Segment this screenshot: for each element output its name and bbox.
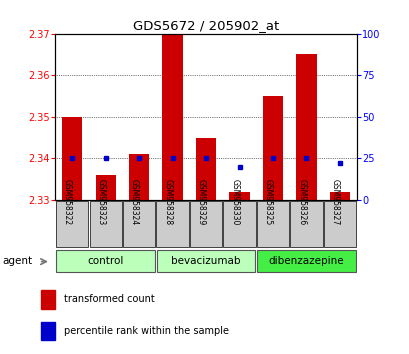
Title: GDS5672 / 205902_at: GDS5672 / 205902_at	[133, 19, 279, 33]
Bar	[290, 201, 322, 247]
Bar	[156, 201, 188, 247]
Bar	[89, 201, 121, 247]
Text: dibenzazepine: dibenzazepine	[268, 256, 344, 266]
Text: GSM958323: GSM958323	[97, 179, 106, 225]
Bar	[162, 34, 182, 200]
Bar	[256, 201, 288, 247]
Bar	[256, 250, 355, 272]
Text: GSM958324: GSM958324	[130, 179, 139, 225]
Text: GSM958330: GSM958330	[230, 179, 239, 225]
Text: control: control	[87, 256, 124, 266]
Text: transformed count: transformed count	[63, 294, 154, 304]
Bar	[56, 250, 155, 272]
Bar	[156, 250, 255, 272]
Bar	[41, 321, 55, 341]
Bar	[262, 96, 282, 200]
Bar	[56, 201, 88, 247]
Bar	[123, 201, 155, 247]
Bar	[189, 201, 222, 247]
Text: GSM958327: GSM958327	[330, 179, 339, 225]
Bar	[229, 192, 249, 200]
Text: GSM958322: GSM958322	[63, 179, 72, 225]
Text: GSM958329: GSM958329	[197, 179, 205, 225]
Bar	[95, 175, 115, 200]
Text: GSM958325: GSM958325	[263, 179, 272, 225]
Text: GSM958326: GSM958326	[297, 179, 306, 225]
Bar	[62, 117, 82, 200]
Bar	[329, 192, 349, 200]
Text: GSM958328: GSM958328	[163, 179, 172, 225]
Bar	[323, 201, 355, 247]
Text: percentile rank within the sample: percentile rank within the sample	[63, 326, 228, 336]
Text: bevacizumab: bevacizumab	[171, 256, 240, 266]
Bar	[129, 154, 149, 200]
Bar	[196, 138, 216, 200]
Text: agent: agent	[3, 256, 33, 266]
Bar	[296, 55, 316, 200]
Bar	[41, 290, 55, 309]
Bar	[223, 201, 255, 247]
